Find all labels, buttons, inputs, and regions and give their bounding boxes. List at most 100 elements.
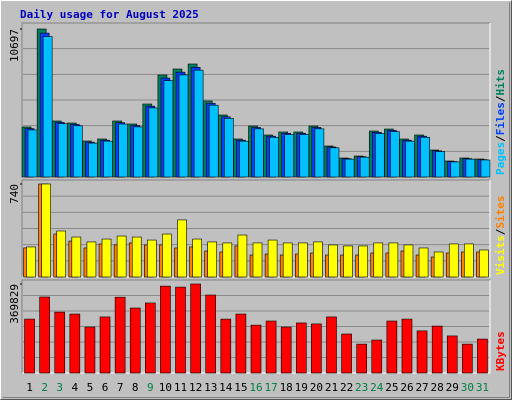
bar	[41, 183, 51, 278]
bar	[163, 80, 174, 178]
bar	[280, 326, 292, 374]
bar	[239, 140, 249, 178]
x-tick-label: 7	[117, 381, 124, 394]
bar	[208, 104, 219, 178]
x-tick-label: 12	[189, 381, 202, 394]
legend-separator: /	[494, 135, 507, 142]
x-tick-label: 4	[72, 381, 79, 394]
bar	[54, 311, 66, 374]
bar	[464, 243, 474, 278]
bar	[101, 238, 112, 278]
bar	[193, 69, 204, 178]
legend-entry: Sites	[494, 196, 507, 229]
bar	[103, 140, 113, 178]
legend-separator: /	[494, 228, 507, 235]
bar	[328, 244, 338, 278]
x-tick-label: 31	[476, 381, 489, 394]
legend: KBytes	[494, 331, 507, 371]
x-tick-label: 28	[431, 381, 444, 394]
bar	[265, 320, 277, 374]
bar	[465, 158, 476, 178]
x-tick-label: 14	[219, 381, 233, 394]
bar	[162, 233, 172, 278]
bar	[326, 316, 337, 374]
bar	[341, 333, 352, 374]
x-tick-label: 13	[204, 381, 217, 394]
x-tick-label: 3	[56, 381, 63, 394]
bar	[386, 320, 398, 374]
legend-entry: Visits	[494, 235, 507, 275]
legend-entry: Hits	[494, 69, 507, 96]
bar	[297, 242, 308, 278]
x-tick-label: 2	[41, 381, 48, 394]
chart-title: Daily usage for August 2025	[20, 8, 199, 21]
legend-entry: Files	[494, 102, 507, 135]
bar	[252, 242, 263, 278]
bar	[403, 244, 414, 278]
bar	[390, 131, 400, 178]
bar	[147, 239, 157, 278]
bar	[314, 128, 325, 178]
bar	[73, 125, 83, 178]
bar	[222, 242, 233, 278]
x-tick-label: 15	[234, 381, 247, 394]
bar	[207, 241, 218, 278]
bar	[477, 338, 488, 374]
x-tick-label: 11	[174, 381, 187, 394]
y-tick-label: 10697	[8, 29, 21, 62]
bar	[450, 161, 461, 178]
bar	[84, 326, 96, 374]
bar	[250, 324, 262, 374]
bar	[237, 234, 248, 278]
bar	[388, 242, 399, 278]
bar	[446, 335, 458, 374]
bar	[116, 235, 127, 278]
bar	[358, 245, 368, 278]
bar	[418, 247, 429, 278]
bar	[177, 219, 187, 278]
bar	[374, 133, 385, 178]
bar	[373, 242, 384, 278]
bar	[435, 151, 445, 178]
bar	[420, 136, 430, 178]
x-tick-label: 5	[87, 381, 94, 394]
bar	[69, 313, 81, 374]
bar	[57, 123, 68, 178]
x-tick-label: 18	[280, 381, 293, 394]
bar	[299, 134, 310, 178]
x-tick-label: 29	[446, 381, 459, 394]
bar	[431, 325, 443, 374]
legend-entry: Pages	[494, 142, 507, 175]
bar	[190, 283, 201, 374]
bar	[192, 238, 202, 278]
bar	[284, 134, 294, 178]
bar	[479, 249, 489, 278]
bar	[448, 243, 459, 278]
legend-separator: /	[494, 95, 507, 102]
bar	[27, 129, 38, 178]
x-tick-label: 22	[340, 381, 353, 394]
bar	[282, 242, 293, 278]
bar	[42, 36, 53, 178]
bar	[205, 294, 217, 374]
bar	[433, 251, 444, 278]
x-tick-label: 20	[310, 381, 323, 394]
x-tick-label: 8	[132, 381, 139, 394]
bar	[133, 126, 144, 178]
x-tick-label: 23	[355, 381, 368, 394]
bar	[26, 246, 36, 278]
x-tick-label: 21	[325, 381, 338, 394]
bar	[311, 323, 322, 374]
bar	[24, 318, 35, 374]
x-tick-label: 10	[159, 381, 172, 394]
x-tick-label: 25	[385, 381, 398, 394]
legend: Visits/Sites	[494, 196, 507, 276]
y-tick-label: 740	[8, 184, 21, 204]
bar	[267, 239, 278, 278]
bar	[71, 236, 82, 278]
bar	[235, 313, 247, 374]
y-tick-label: 369829	[8, 284, 21, 324]
bar	[269, 136, 279, 178]
x-tick-label: 6	[102, 381, 109, 394]
bar	[220, 318, 232, 374]
